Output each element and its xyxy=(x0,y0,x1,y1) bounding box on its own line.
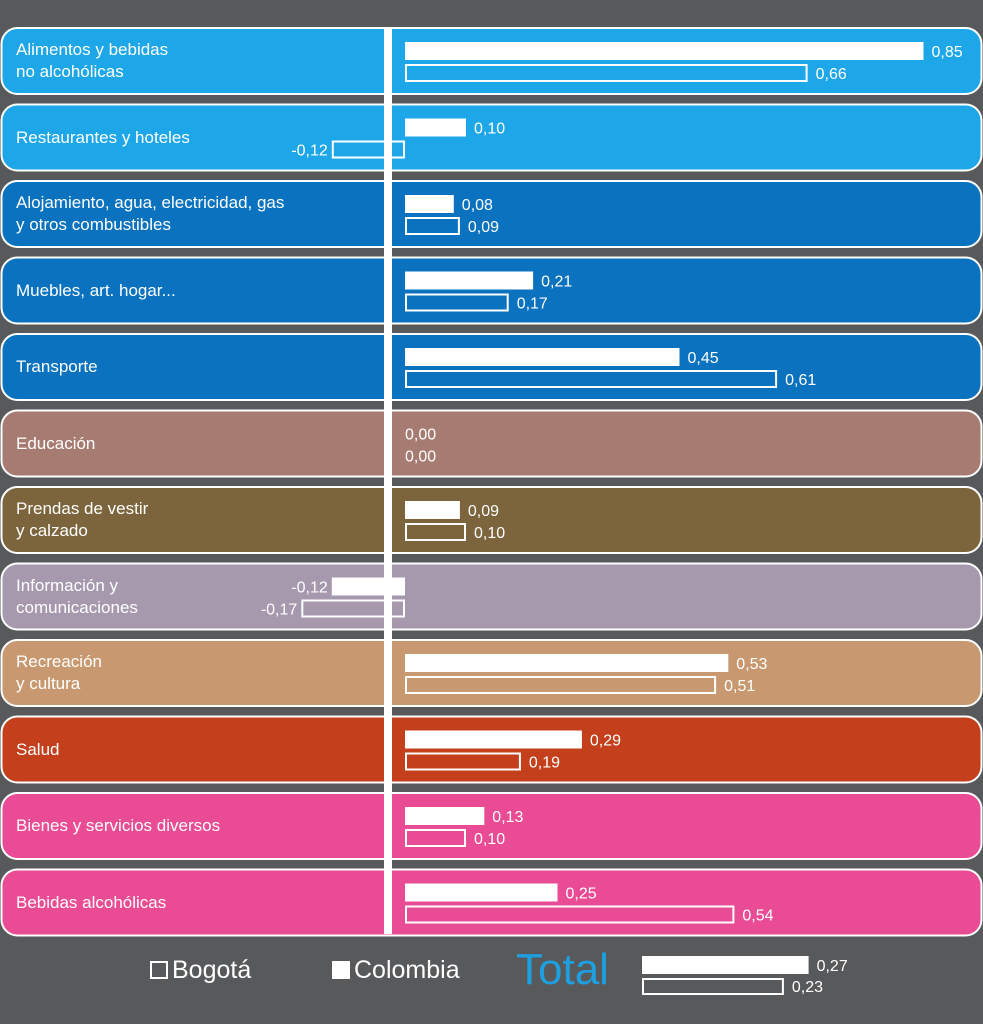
category-label: Alojamiento, agua, electricidad, gas y o… xyxy=(16,193,285,234)
value-label-bogota: 0,19 xyxy=(529,755,560,772)
value-label-colombia: 0,10 xyxy=(474,121,505,138)
value-label-bogota: -0,17 xyxy=(261,602,298,619)
bar-bogota xyxy=(405,752,521,771)
legend-outline-swatch xyxy=(150,961,168,979)
bar-colombia xyxy=(405,730,582,749)
value-label-colombia: 0,09 xyxy=(468,503,499,520)
category-label: Transporte xyxy=(16,357,98,376)
bar-colombia xyxy=(405,118,466,137)
row-background xyxy=(0,409,983,478)
value-label-colombia: 0,53 xyxy=(736,656,767,673)
bar-bogota xyxy=(405,676,717,694)
row-background xyxy=(0,486,983,554)
bar-bogota xyxy=(331,140,405,159)
bar-colombia xyxy=(405,195,454,213)
bar-bogota xyxy=(405,829,466,847)
row-background xyxy=(0,639,983,707)
value-label-bogota: 0,54 xyxy=(742,908,773,925)
value-label-colombia: 0,08 xyxy=(462,197,493,214)
category-label: Prendas de vestir y calzado xyxy=(16,499,149,540)
category-label: Bienes y servicios diversos xyxy=(16,816,221,835)
value-label-bogota: 0,00 xyxy=(405,449,436,466)
total-label: Total xyxy=(516,945,609,994)
bar-bogota xyxy=(405,217,460,235)
row-background xyxy=(0,333,983,401)
legend-filled-swatch xyxy=(332,961,350,979)
value-label-colombia: 0,45 xyxy=(688,350,719,367)
bar-colombia xyxy=(405,807,485,825)
value-label-colombia: -0,12 xyxy=(291,580,328,597)
row-background xyxy=(0,103,983,172)
legend-item-colombia: Colombia xyxy=(332,952,460,988)
legend-label-colombia: Colombia xyxy=(354,955,460,984)
value-label-bogota: -0,12 xyxy=(291,143,328,160)
category-label: Recreación y cultura xyxy=(16,652,102,693)
bar-bogota xyxy=(405,293,509,312)
value-label-bogota: 0,09 xyxy=(468,219,499,236)
bar-bogota xyxy=(405,905,735,924)
value-label-colombia: 0,85 xyxy=(932,44,963,61)
value-label-bogota: 0,10 xyxy=(474,525,505,542)
row-background xyxy=(0,180,983,248)
row-background xyxy=(0,868,983,937)
bar-colombia xyxy=(405,348,680,366)
category-label: Alimentos y bebidas no alcohólicas xyxy=(16,40,169,81)
category-label: Bebidas alcohólicas xyxy=(16,892,167,912)
category-label: Información y comunicaciones xyxy=(16,575,138,617)
category-label: Muebles, art. hogar... xyxy=(16,280,176,300)
value-label-bogota: 0,10 xyxy=(474,831,505,848)
total-value-colombia: 0,27 xyxy=(817,958,848,975)
bar-colombia xyxy=(405,42,924,60)
bar-colombia xyxy=(405,501,460,519)
bar-bogota xyxy=(405,64,808,82)
value-label-colombia: 0,29 xyxy=(590,733,621,750)
category-label: Educación xyxy=(16,433,96,453)
total-value-bogota: 0,23 xyxy=(792,979,823,996)
value-label-colombia: 0,00 xyxy=(405,427,436,444)
bar-bogota xyxy=(301,599,405,618)
bar-bogota xyxy=(405,370,778,388)
legend-label-bogota: Bogotá xyxy=(172,955,252,984)
value-label-colombia: 0,25 xyxy=(566,886,597,903)
category-label: Salud xyxy=(16,739,60,759)
value-label-bogota: 0,66 xyxy=(816,66,847,83)
bar-colombia xyxy=(405,883,558,902)
total-bar-colombia xyxy=(642,956,809,974)
value-label-bogota: 0,61 xyxy=(785,372,816,389)
row-background xyxy=(0,256,983,325)
category-label: Restaurantes y hoteles xyxy=(16,127,190,147)
column-divider xyxy=(384,28,392,934)
value-label-colombia: 0,21 xyxy=(541,274,572,291)
bar-colombia xyxy=(405,271,534,290)
row-background xyxy=(0,792,983,860)
value-label-bogota: 0,17 xyxy=(517,296,548,313)
legend-item-bogota: Bogotá xyxy=(150,952,251,988)
bar-colombia xyxy=(405,654,729,672)
total-bar-bogota xyxy=(642,978,784,995)
bar-bogota xyxy=(405,523,466,541)
value-label-colombia: 0,13 xyxy=(492,809,523,826)
row-background xyxy=(0,715,983,784)
value-label-bogota: 0,51 xyxy=(724,678,755,695)
row-background xyxy=(0,562,983,631)
